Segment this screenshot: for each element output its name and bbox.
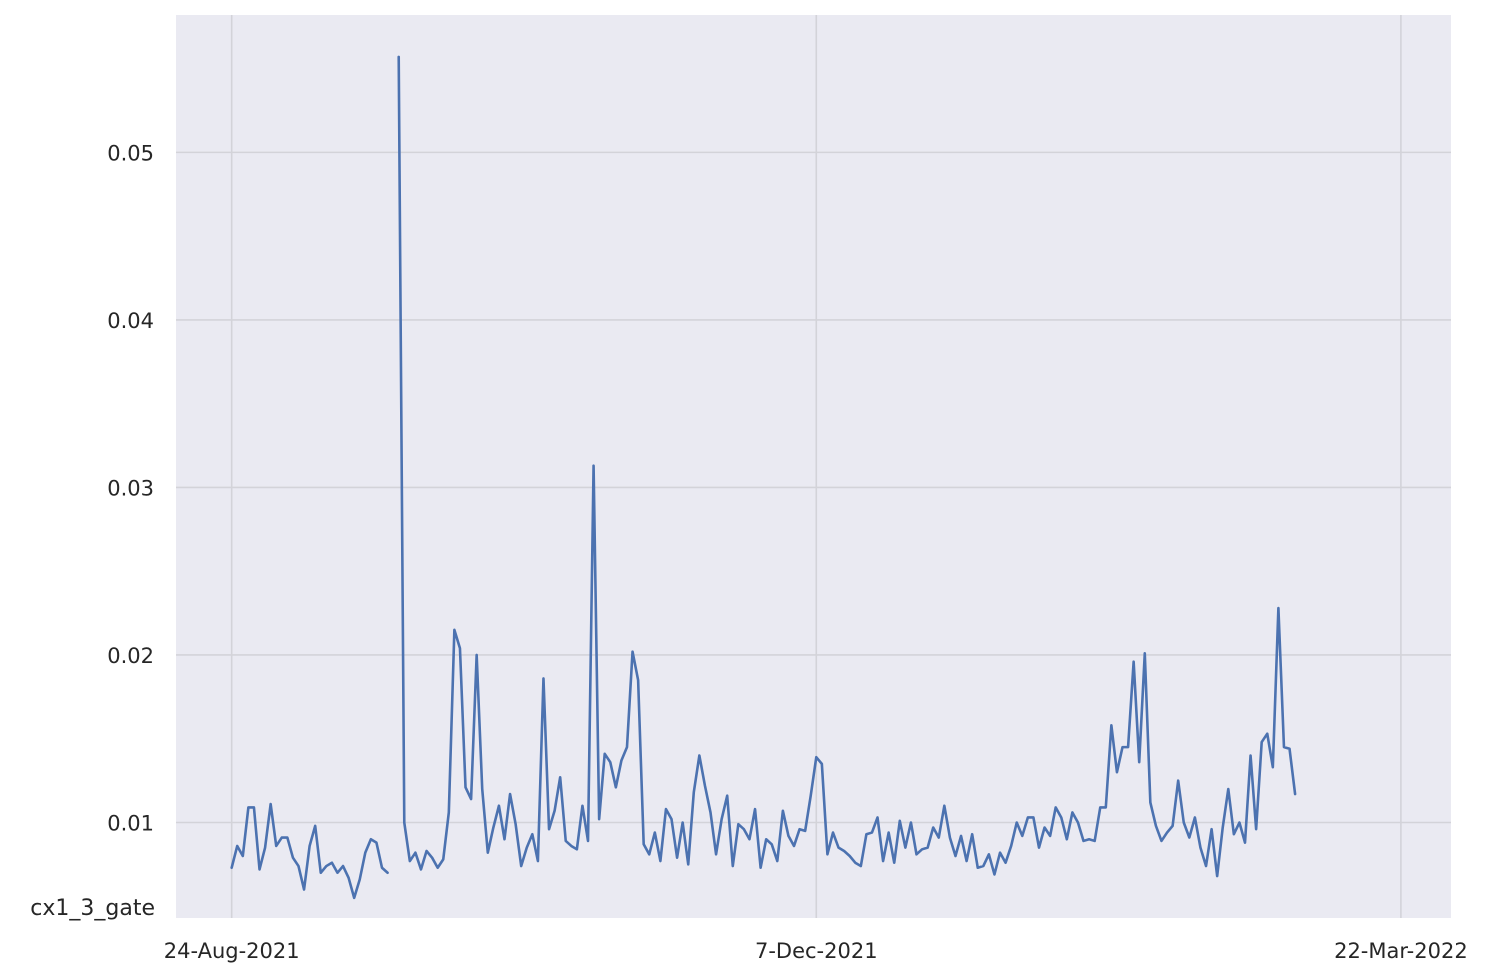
y-tick-label: 0.01 <box>107 812 154 836</box>
series-line <box>230 55 1297 900</box>
y-tick-label: 0.02 <box>107 644 154 668</box>
x-tick-label: 7-Dec-2021 <box>755 939 878 963</box>
x-axis-ticks: 24-Aug-2021 7-Dec-2021 22-Mar-2022 <box>164 939 1468 963</box>
y-tick-label: 0.04 <box>107 309 154 333</box>
grid <box>176 15 1451 918</box>
series-line-segment <box>230 802 389 900</box>
y-tick-label: 0.03 <box>107 476 154 500</box>
x-tick-label: 22-Mar-2022 <box>1334 939 1468 963</box>
y-tick-label: 0.05 <box>107 141 154 165</box>
x-tick-label: 24-Aug-2021 <box>164 939 300 963</box>
series-label: cx1_3_gate <box>30 896 155 921</box>
y-axis-ticks: 0.01 0.02 0.03 0.04 0.05 <box>107 141 154 835</box>
series-line-segment <box>397 55 1297 878</box>
